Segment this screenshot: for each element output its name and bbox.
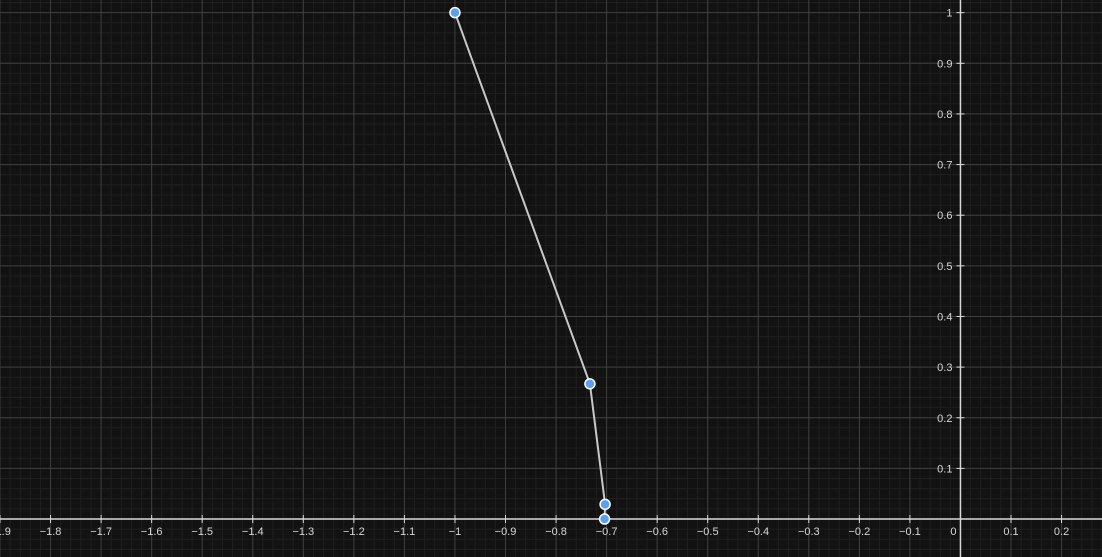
x-tick-label: −1.5 — [191, 526, 213, 538]
y-tick-label: 1 — [946, 8, 952, 20]
y-tick-label: 0.6 — [937, 210, 952, 222]
x-tick-label: −0.2 — [848, 526, 870, 538]
series-points[interactable] — [449, 6, 611, 525]
x-tick-label: −1.1 — [394, 526, 416, 538]
series-lines — [454, 12, 607, 520]
x-tick-label: 0 — [950, 526, 956, 538]
y-tick-label: 0.3 — [937, 362, 952, 374]
data-point[interactable] — [599, 498, 611, 511]
y-tick-label: 0.2 — [937, 413, 952, 425]
x-tick-label: −0.9 — [495, 526, 517, 538]
y-tick-label: 0.1 — [937, 463, 952, 475]
x-tick-label: −1.6 — [141, 526, 163, 538]
data-point[interactable] — [584, 378, 596, 390]
x-tick-label: −0.1 — [899, 526, 921, 538]
x-tick-labels: −1.9 −1.8 −1.7 −1.6 −1.5 −1.4 −1.3 −1.2 −1.1 −1 −0… — [0, 526, 1069, 538]
data-point[interactable] — [449, 6, 461, 19]
x-tick-label: −0.4 — [747, 526, 769, 538]
y-tick-label: 0.9 — [937, 58, 952, 70]
x-tick-label: 0.2 — [1054, 526, 1069, 538]
x-tick-label: −1.4 — [242, 526, 264, 538]
x-tick-label: −1.8 — [40, 526, 62, 538]
x-tick-label: −1.3 — [292, 526, 314, 538]
y-tick-label: 0.7 — [937, 160, 952, 172]
x-tick-label: −1.7 — [90, 526, 112, 538]
y-tick-label: 0.8 — [937, 109, 952, 121]
x-tick-label: 0.1 — [1003, 526, 1018, 538]
y-tick-label: 0.4 — [937, 311, 952, 323]
y-tick-labels: 0.1 0.2 0.3 0.4 0.5 0.6 0.7 0.8 0.9 1 — [937, 8, 952, 476]
x-tick-label: −0.8 — [545, 526, 567, 538]
data-point[interactable] — [598, 513, 611, 525]
x-tick-label: −0.5 — [697, 526, 719, 538]
x-tick-label: −0.3 — [798, 526, 820, 538]
y-tick-label: 0.5 — [937, 261, 952, 273]
x-tick-label: −0.6 — [646, 526, 668, 538]
x-tick-label: −1 — [449, 526, 462, 538]
series-line — [454, 12, 607, 520]
x-tick-label: −1.2 — [343, 526, 365, 538]
x-tick-label: −0.7 — [596, 526, 618, 538]
x-tick-label: −1.9 — [0, 526, 11, 538]
